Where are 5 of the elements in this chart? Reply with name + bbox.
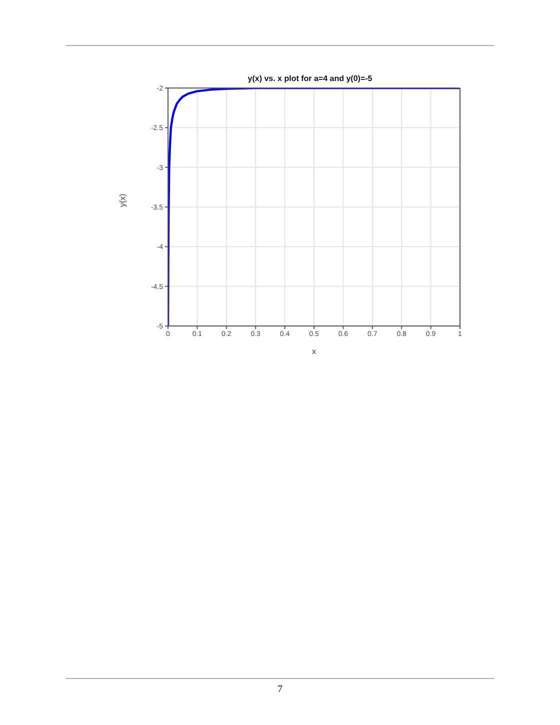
line-series [168, 88, 460, 326]
y-axis-title: y(x) [118, 193, 127, 207]
x-axis-title: x [312, 347, 316, 356]
chart-title: y(x) vs. x plot for a=4 and y(0)=-5 [246, 74, 374, 83]
text: 7 [276, 684, 284, 695]
